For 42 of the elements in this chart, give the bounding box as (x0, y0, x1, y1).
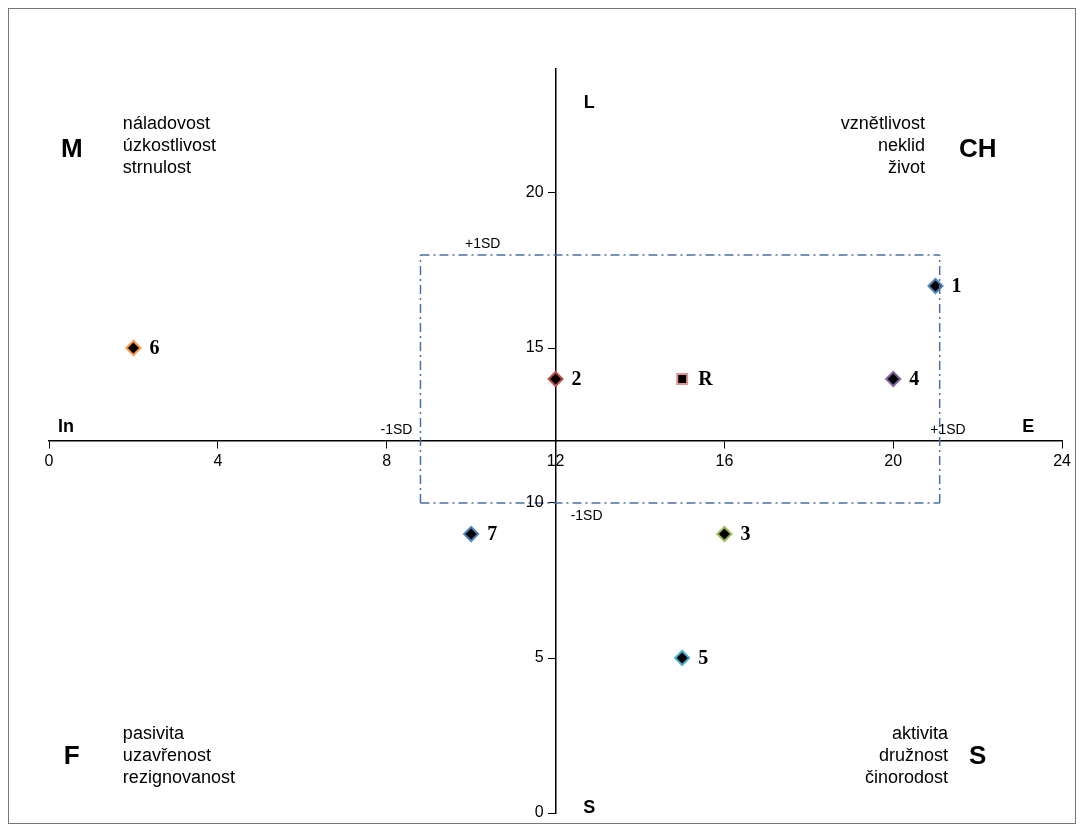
annotation: S (583, 797, 596, 818)
y-tick-label: 10 (525, 493, 544, 511)
point (885, 371, 902, 387)
series-label: 6 (149, 336, 160, 359)
annotation: E (1022, 416, 1035, 437)
y-tick-label: 20 (525, 183, 544, 201)
series-label: 5 (698, 646, 709, 669)
y-tick-label: 0 (534, 803, 544, 821)
x-tick-label: 0 (44, 452, 54, 470)
annotation: vznětlivost neklid život (840, 113, 925, 178)
annotation: pasivita uzavřenost rezignovanost (122, 722, 235, 787)
annotation: aktivita družnost činorodost (865, 722, 950, 787)
x-tick-label: 24 (1053, 452, 1072, 470)
x-tick-label: 16 (715, 452, 734, 470)
annotation: náladovost úzkostlivost strnulost (122, 113, 216, 178)
ref-line-label: -1SD (380, 420, 413, 437)
y-tick-label: 5 (534, 648, 544, 666)
series-label: 7 (487, 522, 498, 545)
series-label: 2 (571, 367, 582, 390)
ref-line-label: +1SD (465, 234, 501, 251)
x-tick-label: 8 (382, 452, 392, 470)
point (676, 373, 689, 385)
x-tick-label: 20 (884, 452, 903, 470)
y-tick-label: 15 (525, 338, 544, 356)
annotation: S (969, 740, 987, 771)
point (674, 650, 691, 666)
series-label: R (698, 367, 714, 390)
series-label: 4 (909, 367, 920, 390)
annotation: In (57, 416, 74, 437)
annotation: F (63, 740, 80, 771)
annotation: L (583, 92, 595, 113)
point (716, 526, 733, 542)
point (125, 340, 142, 356)
ref-line-label: +1SD (930, 420, 966, 437)
x-tick-label: 4 (213, 452, 223, 470)
annotation: CH (958, 132, 997, 163)
series-label: 1 (951, 274, 962, 297)
series-label: 3 (740, 522, 751, 545)
ref-line-label: -1SD (570, 506, 603, 523)
annotation: M (60, 132, 83, 163)
point (547, 371, 564, 387)
point (463, 526, 480, 542)
